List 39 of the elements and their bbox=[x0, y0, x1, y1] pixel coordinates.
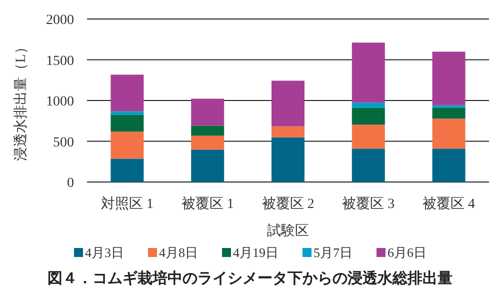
x-tick-label: 被覆区 2 bbox=[262, 196, 314, 212]
bar bbox=[191, 150, 224, 182]
x-tick-label: 被覆区 1 bbox=[181, 196, 234, 212]
bar bbox=[432, 148, 466, 182]
x-tick-label: 被覆区 3 bbox=[342, 196, 395, 212]
bar bbox=[432, 108, 466, 119]
bar bbox=[110, 74, 144, 112]
y-tick-label: 1000 bbox=[46, 94, 74, 110]
bar bbox=[432, 118, 466, 149]
x-tick-label: 被覆区 4 bbox=[422, 196, 476, 212]
bar bbox=[191, 136, 224, 150]
bar bbox=[110, 114, 144, 132]
bar bbox=[352, 148, 385, 182]
bar bbox=[352, 108, 385, 125]
text: 図４．コムギ栽培中のライシメータ下からの浸透水総排出量 bbox=[48, 269, 452, 287]
bar bbox=[110, 158, 144, 182]
legend-label: 5月7日 bbox=[314, 245, 352, 260]
bar bbox=[272, 126, 304, 138]
bar bbox=[110, 111, 144, 115]
legend-label: 6月6日 bbox=[388, 245, 426, 260]
legend-label: 4月19日 bbox=[233, 245, 278, 260]
bar bbox=[352, 42, 385, 103]
x-axis-title: 試験区 bbox=[267, 223, 309, 239]
bar bbox=[191, 126, 224, 136]
x-tick-label: 対照区 1 bbox=[100, 196, 154, 212]
bar bbox=[432, 52, 466, 106]
bar bbox=[352, 102, 385, 108]
y-tick-label: 2000 bbox=[46, 13, 74, 28]
bar bbox=[272, 137, 304, 182]
y-tick-label: 0 bbox=[67, 176, 74, 191]
bar bbox=[272, 80, 304, 126]
y-tick-label: 1500 bbox=[46, 54, 74, 69]
y-axis-title: 浸透水排出量（L） bbox=[13, 40, 29, 161]
legend-label: 4月3日 bbox=[85, 245, 124, 260]
bar bbox=[191, 98, 224, 126]
bar bbox=[352, 124, 385, 149]
y-tick-label: 500 bbox=[53, 135, 74, 150]
legend-label: 4月8日 bbox=[159, 245, 198, 260]
bar bbox=[110, 132, 144, 159]
